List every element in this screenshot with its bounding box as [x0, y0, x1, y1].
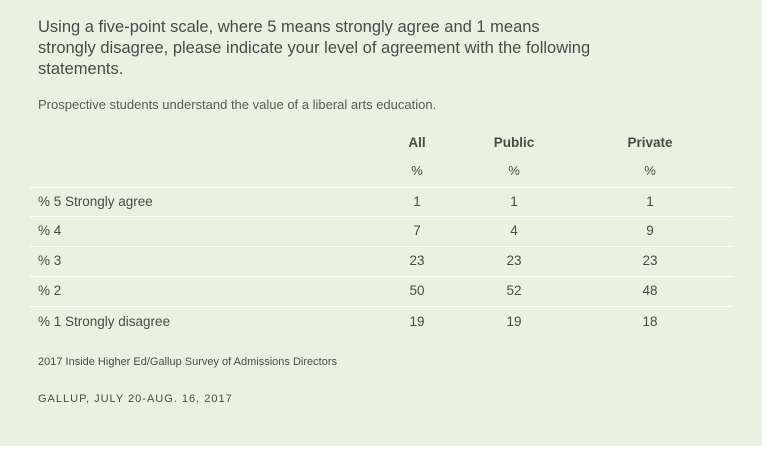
row-divider: [30, 216, 732, 217]
table-cell: 52: [506, 283, 522, 298]
table-cell: 23: [506, 253, 522, 268]
column-unit: %: [411, 163, 423, 178]
source-note: 2017 Inside Higher Ed/Gallup Survey of A…: [38, 356, 337, 368]
row-label: % 2: [38, 283, 62, 298]
table-cell: 1: [413, 194, 421, 209]
table-cell: 1: [510, 194, 518, 209]
column-header-all: All: [408, 135, 426, 150]
chart-title: Using a five-point scale, where 5 means …: [38, 18, 591, 78]
table-cell: 48: [642, 283, 658, 298]
row-label: % 5 Strongly agree: [38, 194, 153, 209]
row-divider: [30, 276, 732, 277]
table-cell: 4: [510, 223, 518, 238]
column-header-private: Private: [627, 135, 673, 150]
column-unit: %: [508, 163, 520, 178]
row-divider: [30, 306, 732, 307]
column-header-public: Public: [493, 135, 535, 150]
table-cell: 19: [409, 314, 425, 329]
table-cell: 1: [646, 194, 654, 209]
table-cell: 23: [409, 253, 425, 268]
row-label: % 1 Strongly disagree: [38, 314, 171, 329]
row-divider: [30, 187, 732, 188]
column-unit: %: [644, 163, 656, 178]
table-cell: 18: [642, 314, 658, 329]
table-cell: 9: [646, 223, 654, 238]
row-label: % 3: [38, 253, 62, 268]
table-cell: 19: [506, 314, 522, 329]
table-cell: 23: [642, 253, 658, 268]
row-divider: [30, 246, 732, 247]
chart-subtitle: Prospective students understand the valu…: [38, 97, 437, 112]
table-cell: 7: [413, 223, 421, 238]
footer-note: GALLUP, JULY 20-AUG. 16, 2017: [38, 393, 233, 405]
table-cell: 50: [409, 283, 425, 298]
row-label: % 4: [38, 223, 62, 238]
